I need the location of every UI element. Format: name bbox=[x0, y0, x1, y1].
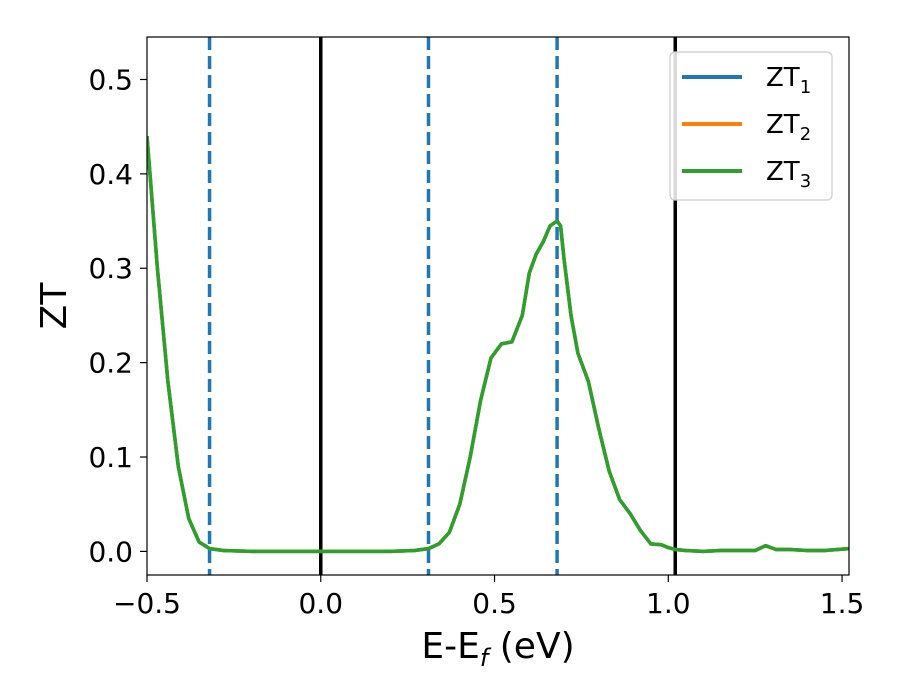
x-tick-label: 0.5 bbox=[472, 587, 517, 620]
legend-label-subscript: 2 bbox=[800, 124, 811, 145]
series-lines bbox=[147, 135, 849, 554]
y-tick-label: 0.5 bbox=[88, 63, 133, 96]
legend-label-2: ZT2 bbox=[766, 110, 811, 145]
x-tick-label: 0.0 bbox=[298, 587, 343, 620]
x-axis-label: E-Ef (eV) bbox=[421, 626, 574, 672]
y-tick-label: 0.0 bbox=[88, 535, 133, 568]
y-tick-label: 0.2 bbox=[88, 347, 133, 380]
legend-label-3: ZT3 bbox=[766, 157, 811, 192]
x-tick-label: −0.5 bbox=[113, 587, 181, 620]
y-axis-label: ZT bbox=[34, 282, 75, 330]
y-tick-label: 0.3 bbox=[88, 252, 133, 285]
legend-label-subscript: 3 bbox=[800, 171, 811, 192]
legend-label-1: ZT1 bbox=[766, 63, 811, 98]
series-line-3 bbox=[147, 135, 849, 554]
x-axis-label-main: E-E bbox=[421, 626, 479, 667]
y-tick-label: 0.1 bbox=[88, 441, 133, 474]
legend-box bbox=[669, 51, 833, 201]
legend-label-subscript: 1 bbox=[800, 77, 811, 98]
x-axis: −0.5 0.0 0.5 1.0 1.5 bbox=[113, 575, 864, 620]
plot-frame bbox=[146, 36, 850, 576]
x-tick-label: 1.0 bbox=[646, 587, 691, 620]
legend-label-main: ZT bbox=[766, 157, 800, 187]
legend-label-main: ZT bbox=[766, 63, 800, 93]
legend-label-main: ZT bbox=[766, 110, 800, 140]
x-tick-label: 1.5 bbox=[820, 587, 865, 620]
y-axis: 0.0 0.1 0.2 0.3 0.4 0.5 bbox=[88, 63, 147, 568]
x-axis-label-unit: (eV) bbox=[488, 626, 574, 667]
y-tick-label: 0.4 bbox=[88, 158, 133, 191]
